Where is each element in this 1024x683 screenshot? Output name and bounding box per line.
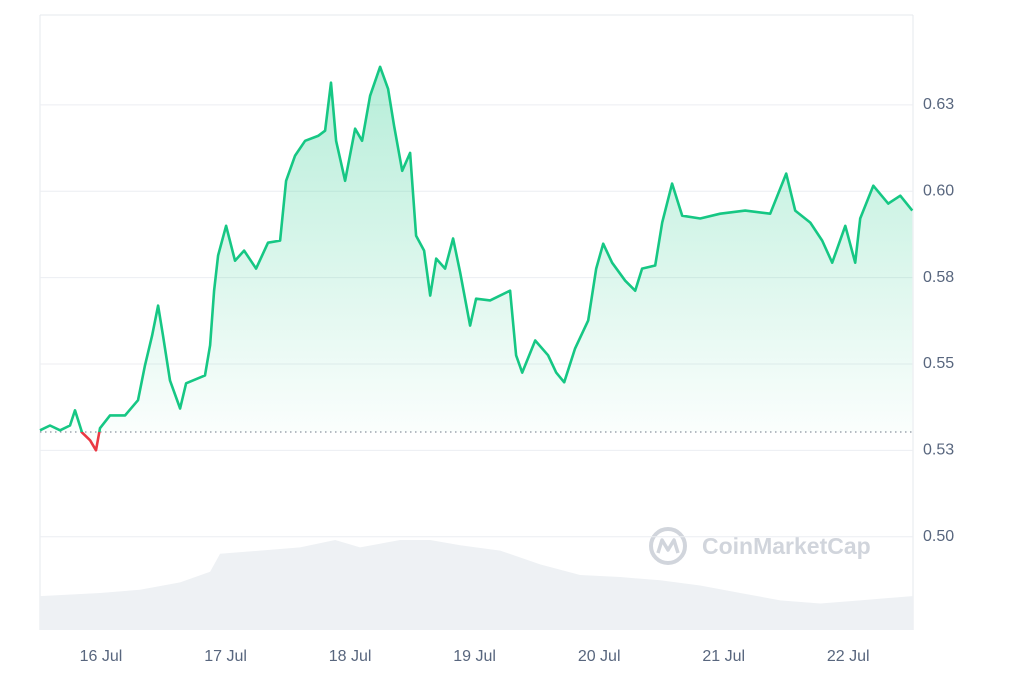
volume-area (40, 540, 913, 630)
x-tick-label: 17 Jul (204, 648, 247, 665)
watermark-text: CoinMarketCap (702, 533, 871, 559)
y-tick-label: 0.55 (923, 355, 954, 372)
price-area (40, 66, 913, 451)
x-tick-label: 20 Jul (578, 648, 621, 665)
x-tick-label: 18 Jul (329, 648, 372, 665)
y-tick-label: 0.50 (923, 528, 954, 545)
x-tick-label: 22 Jul (827, 648, 870, 665)
price-line (39, 65, 914, 452)
watermark: CoinMarketCap (649, 527, 871, 565)
x-tick-label: 16 Jul (80, 648, 123, 665)
x-tick-label: 19 Jul (453, 648, 496, 665)
y-tick-label: 0.58 (923, 269, 954, 286)
y-tick-label: 0.60 (923, 182, 954, 199)
y-tick-label: 0.63 (923, 96, 954, 113)
x-tick-label: 21 Jul (702, 648, 745, 665)
y-tick-label: 0.53 (923, 442, 954, 459)
